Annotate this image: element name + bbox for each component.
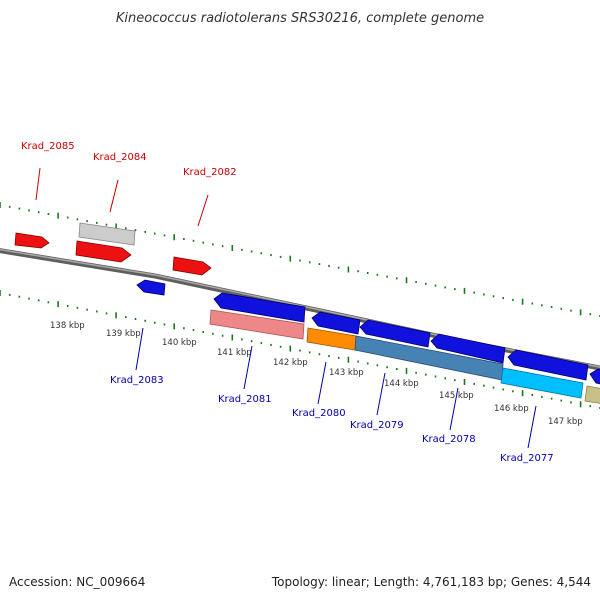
- gene-krad-2077[interactable]: [507, 349, 589, 381]
- leader-krad-2084: [109, 179, 119, 213]
- lower-tick-track: [0, 290, 600, 409]
- accession-text: Accession: NC_009664: [9, 575, 145, 589]
- kbp-label: 139 kbp: [106, 329, 141, 339]
- gene-krad-2084[interactable]: [78, 222, 136, 246]
- feature-cyan[interactable]: [500, 367, 584, 399]
- genome-backbone-highlight: [0, 248, 600, 368]
- leader-krad-2083: [135, 327, 144, 371]
- gene-label-krad-2085[interactable]: Krad_2085: [21, 141, 75, 152]
- gene-label-krad-2083[interactable]: Krad_2083: [110, 375, 164, 386]
- gene-label-krad-2082[interactable]: Krad_2082: [183, 167, 237, 178]
- feature-khaki[interactable]: [584, 385, 600, 405]
- leader-krad-2078: [449, 387, 459, 431]
- leader-krad-2077: [527, 405, 537, 449]
- leader-krad-2079: [376, 372, 386, 416]
- page-title: Kineococcus radiotolerans SRS30216, comp…: [116, 11, 484, 26]
- genome-backbone: [0, 248, 600, 371]
- gene-krad-2080[interactable]: [311, 311, 361, 335]
- kbp-label: 146 kbp: [494, 404, 529, 414]
- upper-tick-track: [0, 202, 600, 317]
- gene-krad-2083[interactable]: [136, 279, 166, 296]
- gene-labels: Krad_2085 Krad_2084 Krad_2082 Krad_2083 …: [21, 141, 554, 464]
- kbp-label: 138 kbp: [50, 321, 85, 331]
- leader-krad-2080: [317, 361, 327, 405]
- forward-genes: [14, 222, 212, 276]
- kbp-label: 143 kbp: [329, 368, 364, 378]
- kbp-label: 141 kbp: [217, 348, 252, 358]
- gene-krad-2081[interactable]: [213, 292, 306, 323]
- kbp-label: 147 kbp: [548, 417, 583, 427]
- reverse-genes: [136, 279, 600, 405]
- gene-krad-2078[interactable]: [430, 333, 506, 364]
- gene-krad-2079[interactable]: [359, 319, 431, 348]
- gene-label-krad-2080[interactable]: Krad_2080: [292, 408, 346, 419]
- gene-label-krad-2077[interactable]: Krad_2077: [500, 453, 554, 464]
- gene-label-krad-2079[interactable]: Krad_2079: [350, 420, 404, 431]
- leader-krad-2082: [197, 194, 209, 227]
- leader-krad-2081: [243, 345, 253, 390]
- gene-label-krad-2084[interactable]: Krad_2084: [93, 152, 147, 163]
- kbp-label: 142 kbp: [273, 358, 308, 368]
- gene-label-krad-2081[interactable]: Krad_2081: [218, 394, 272, 405]
- gene-krad-2084-red[interactable]: [75, 240, 132, 263]
- label-leaders: [35, 167, 537, 449]
- gene-krad-2085[interactable]: [14, 232, 50, 249]
- kbp-label: 144 kbp: [384, 379, 419, 389]
- genome-summary-text: Topology: linear; Length: 4,761,183 bp; …: [271, 575, 591, 589]
- gene-offscreen-blue[interactable]: [589, 368, 600, 386]
- gene-krad-2081-pseudo[interactable]: [209, 309, 305, 340]
- leader-krad-2085: [35, 167, 41, 201]
- gene-label-krad-2078[interactable]: Krad_2078: [422, 434, 476, 445]
- gene-krad-2082[interactable]: [172, 256, 212, 276]
- kbp-label: 140 kbp: [162, 338, 197, 348]
